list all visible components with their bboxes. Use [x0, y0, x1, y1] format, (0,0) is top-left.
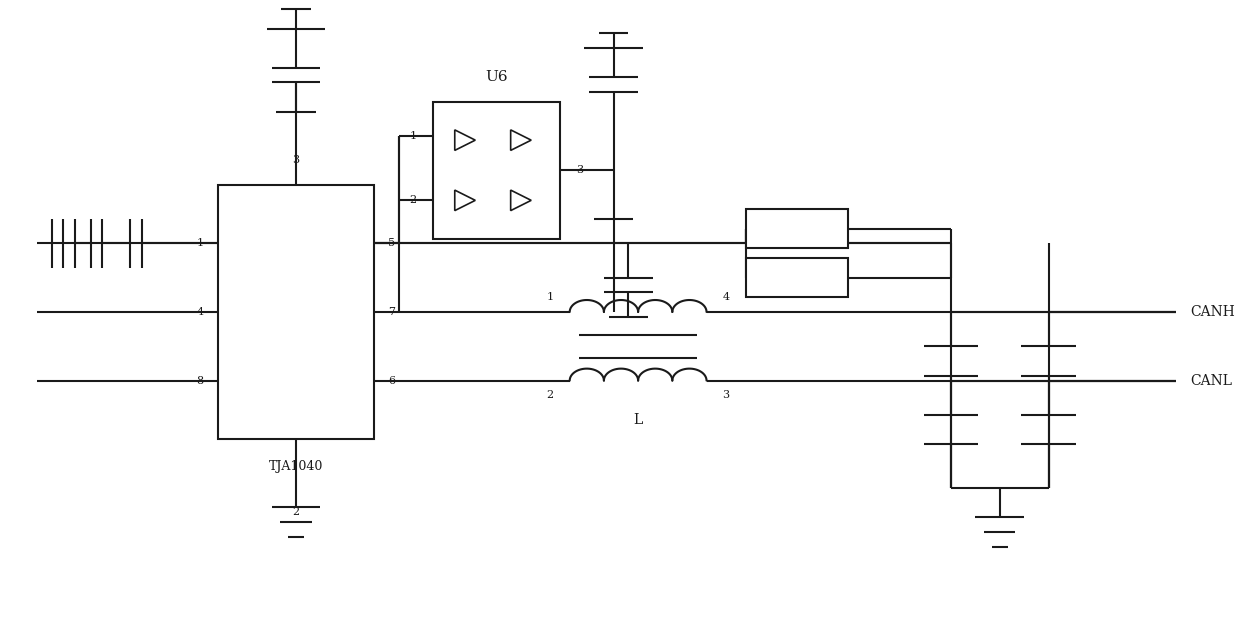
Text: CANH: CANH [1190, 305, 1235, 319]
Text: 3: 3 [575, 165, 583, 175]
Bar [745, 209, 848, 248]
Text: 2: 2 [547, 390, 554, 400]
Text: 8: 8 [197, 376, 203, 386]
Text: 7: 7 [388, 307, 396, 317]
Text: U6: U6 [485, 70, 507, 85]
Text: 2: 2 [409, 195, 417, 205]
Bar [218, 185, 374, 439]
Text: L: L [634, 412, 642, 427]
Bar [745, 258, 848, 297]
Text: CANL: CANL [1190, 374, 1233, 388]
Text: 4: 4 [723, 292, 729, 302]
Bar [433, 102, 560, 239]
Text: 2: 2 [293, 508, 300, 518]
Text: 4: 4 [197, 307, 203, 317]
Text: 3: 3 [723, 390, 729, 400]
Text: TJA1040: TJA1040 [269, 460, 324, 473]
Text: 5: 5 [388, 238, 396, 248]
Text: 1: 1 [409, 131, 417, 141]
Text: 3: 3 [293, 156, 300, 165]
Text: 1: 1 [197, 238, 203, 248]
Text: 1: 1 [547, 292, 554, 302]
Text: 6: 6 [388, 376, 396, 386]
